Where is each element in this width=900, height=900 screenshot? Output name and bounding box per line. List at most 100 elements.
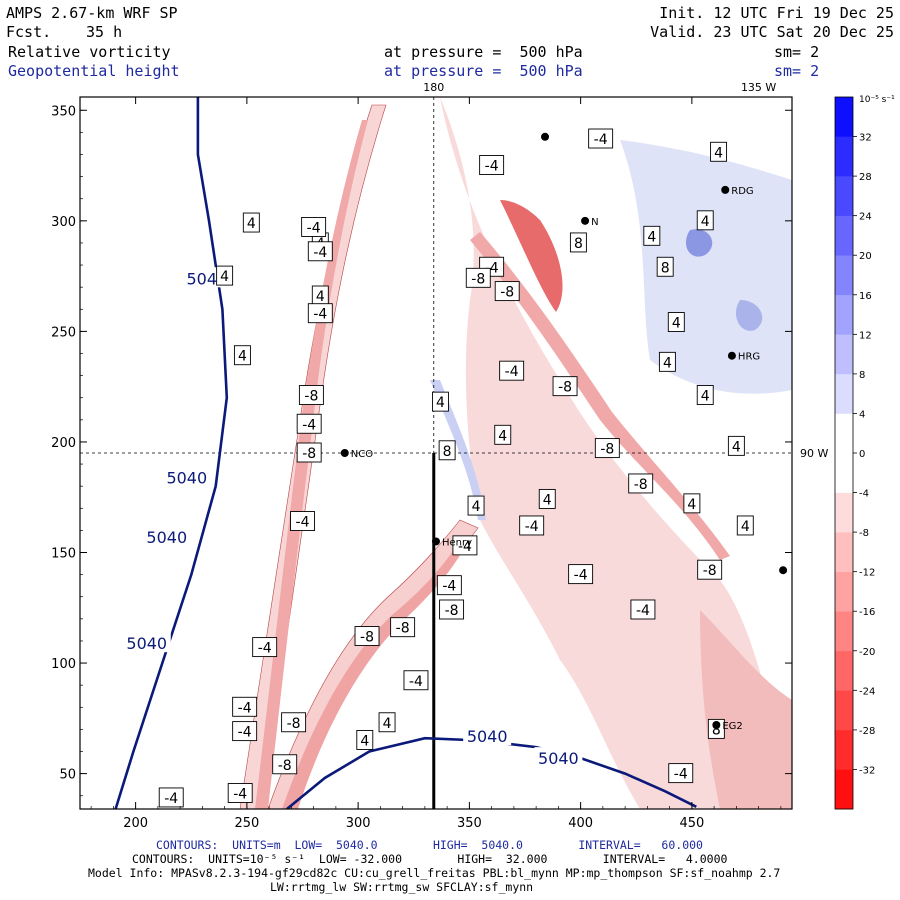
vorticity-label: 4	[543, 492, 552, 508]
vorticity-label-box	[252, 637, 278, 658]
vorticity-label: -4	[238, 700, 252, 716]
colorbar-segment	[835, 492, 853, 533]
neg-vort-band-core	[255, 120, 368, 809]
colorbar-segment	[835, 532, 853, 572]
neg-vort-streak-east	[470, 232, 730, 560]
colorbar-segment	[835, 729, 853, 770]
vorticity-label: 8	[661, 260, 670, 276]
vorticity-label-box	[290, 511, 315, 531]
vorticity-label-box	[628, 473, 654, 494]
height-contour-5040	[114, 97, 229, 809]
vorticity-label: -8	[302, 446, 316, 462]
forecast-label: Fcst.	[6, 23, 52, 41]
station-dot	[727, 351, 736, 360]
station-dot	[340, 449, 349, 457]
vorticity-label: -4	[674, 767, 688, 783]
x-tick-label: 400	[568, 816, 593, 831]
vorticity-label: -8	[471, 271, 485, 287]
vorticity-label: -8	[600, 442, 614, 458]
station-name: N	[591, 217, 598, 228]
vorticity-label-box	[643, 225, 661, 246]
vorticity-label: 4	[220, 269, 229, 285]
footer-model-info-2: LW:rrtmg_lw SW:rrtmg_sw SFCLAY:sf_mynn	[270, 880, 534, 894]
vorticity-label-box	[479, 155, 505, 175]
vorticity-label-box	[436, 575, 462, 596]
vorticity-label: 4	[316, 289, 325, 305]
vorticity-label: 4	[472, 499, 481, 515]
pos-vort-blob-1	[685, 229, 713, 257]
vorticity-label: 4	[238, 349, 247, 365]
vorticity-label-box	[668, 763, 694, 784]
vorticity-label: -4	[458, 539, 472, 555]
vorticity-label-box	[356, 730, 374, 750]
x-tick-label: 450	[679, 816, 704, 831]
height-label: 5040	[538, 749, 579, 768]
y-tick-label: 250	[51, 325, 76, 340]
vorticity-label: -8	[558, 380, 572, 396]
vorticity-label: 4	[714, 145, 723, 161]
vorticity-label: -4	[636, 603, 650, 619]
station-name: RDG	[731, 186, 753, 197]
vorticity-label: -4	[409, 674, 423, 690]
vorticity-label-box	[281, 712, 307, 733]
plot-frame-layer	[80, 97, 792, 809]
colorbar-segment	[835, 769, 853, 810]
vorticity-label-box	[298, 385, 324, 405]
vorticity-label-box	[696, 385, 714, 405]
neg-vort-cluster	[500, 200, 563, 312]
vorticity-label-box	[736, 515, 754, 536]
footer-vorticity-contours: CONTOURS: UNITS=10⁻⁵ s⁻¹ LOW= -32.000 HI…	[132, 852, 728, 866]
vorticity-label-box	[296, 442, 322, 463]
colorbar-label: 8	[859, 370, 865, 381]
vorticity-label: 4	[732, 439, 741, 455]
vorticity-label: 4	[247, 216, 256, 232]
y-tick-label: 200	[51, 436, 76, 451]
vorticity-label-box	[494, 281, 520, 302]
colorbar-segment	[835, 650, 853, 691]
field-height: Geopotential height	[8, 62, 180, 80]
vorticity-label: 4	[701, 214, 710, 230]
y-tick-label: 50	[59, 768, 76, 783]
station-dot	[432, 537, 440, 546]
vorticity-label-box	[667, 312, 685, 332]
station-name: Henry	[442, 537, 472, 548]
vorticity-label: -4	[233, 787, 247, 803]
colorbar-label: 24	[859, 212, 872, 223]
colorbar-segment	[835, 334, 853, 375]
vorticity-label-box	[378, 712, 396, 733]
vorticity-label: -4	[525, 519, 539, 535]
vorticity-label-box	[272, 754, 298, 775]
vorticity-label: -4	[574, 568, 588, 584]
neg-vort-band-south-core	[282, 548, 462, 809]
vorticity-label-box	[467, 495, 485, 516]
vorticity-label: -4	[302, 417, 316, 433]
vorticity-label: -8	[445, 603, 459, 619]
vorticity-label: 4	[701, 389, 710, 405]
height-label-bg	[142, 526, 191, 547]
y-tick-label: 100	[51, 657, 76, 672]
vorticity-label-box	[568, 564, 594, 585]
colorbar: 32 28 24 20 16 12 8 4 0 -4 -8 -12 -16 -20 -24 -28 -32 10⁻…	[834, 95, 895, 810]
colorbar-label: 0	[859, 449, 865, 460]
vorticity-label: 4	[672, 316, 681, 332]
colorbar-segment	[835, 413, 853, 454]
vorticity-label: 8	[574, 236, 583, 252]
vorticity-label-box	[519, 515, 545, 536]
model-title: AMPS 2.67-km WRF SP	[6, 4, 178, 22]
vorticity-label: 4	[647, 229, 656, 245]
vorticity-label-box	[438, 440, 456, 461]
colorbar-label: -8	[859, 528, 869, 539]
vorticity-label-box	[630, 599, 656, 620]
vorticity-label: 4	[687, 497, 696, 513]
station-dot	[721, 185, 730, 194]
vorticity-labels: 44444-4-4-4-8-4-8-4-4-4-4-4-4-8-844-4-8-…	[158, 128, 754, 808]
vorticity-label-box	[538, 488, 556, 509]
pos-vort-region-ne	[620, 140, 792, 394]
colorbar-segment	[835, 136, 853, 177]
height-label-bg	[122, 632, 171, 653]
vorticity-label-box	[499, 360, 525, 381]
colorbar-label: 16	[859, 291, 872, 302]
vorticity-label-box	[390, 617, 416, 638]
vorticity-label-box	[232, 721, 258, 742]
height-label: 5040	[467, 727, 508, 746]
